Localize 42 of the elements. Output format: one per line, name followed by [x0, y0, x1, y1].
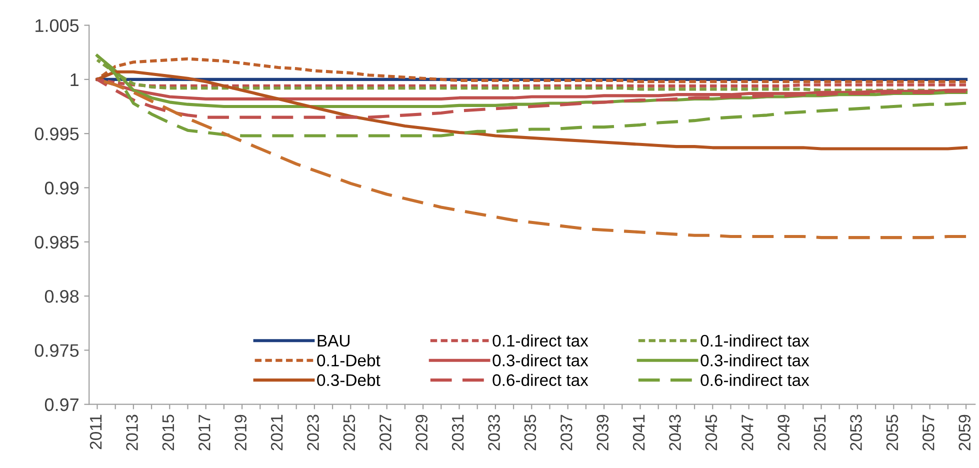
- x-tick-label: 2045: [705, 414, 718, 450]
- x-tick-label: 2057: [922, 414, 934, 450]
- x-tick-label: 2013: [126, 414, 138, 450]
- x-tick-label: 2043: [669, 414, 681, 450]
- x-tick-label: 2029: [416, 414, 428, 450]
- y-tick-label: 0.98: [44, 290, 79, 303]
- y-tick-label: 0.985: [34, 236, 79, 249]
- y-tick-label: 0.99: [44, 182, 79, 194]
- y-tick-label: 0.975: [34, 344, 79, 357]
- x-tick-label: 2015: [162, 414, 174, 450]
- x-tick-label: 2049: [778, 414, 790, 450]
- x-tick-label: 2041: [632, 414, 645, 450]
- y-tick-label: 0.995: [34, 128, 79, 140]
- x-tick-label: 2037: [560, 414, 572, 450]
- legend-label: 0.3-Debt: [317, 374, 380, 386]
- legend-label: 0.6-indirect tax: [700, 374, 810, 386]
- x-tick-label: 2031: [452, 414, 464, 450]
- x-tick-label: 2023: [307, 414, 319, 450]
- y-tick-label: 1: [70, 74, 78, 86]
- legend-label: 0.6-direct tax: [492, 374, 588, 386]
- x-tick-label: 2053: [850, 414, 862, 450]
- x-tick-label: 2033: [488, 414, 500, 450]
- x-tick-label: 2017: [198, 414, 210, 450]
- legend-label: 0.3-indirect tax: [700, 354, 810, 366]
- x-tick-label: 2019: [234, 414, 247, 450]
- x-tick-label: 2021: [270, 414, 283, 450]
- x-tick-label: 2055: [886, 414, 898, 450]
- legend-label: 0.1-direct tax: [492, 334, 588, 347]
- x-tick-label: 2047: [742, 414, 754, 450]
- x-tick-label: 2011: [90, 414, 102, 450]
- x-tick-label: 2035: [524, 414, 536, 450]
- legend-label: BAU: [318, 335, 350, 347]
- legend-label: 0.1-Debt: [317, 354, 380, 366]
- legend-label: 0.3-direct tax: [492, 354, 588, 366]
- x-tick-label: 2027: [380, 414, 392, 450]
- y-tick-label: 1.005: [36, 19, 79, 32]
- x-tick-label: 2039: [596, 414, 609, 450]
- x-tick-label: 2051: [814, 414, 826, 450]
- x-tick-label: 2059: [958, 414, 971, 450]
- y-tick-label: 0.97: [44, 398, 78, 412]
- legend-label: 0.1-indirect tax: [700, 334, 810, 347]
- x-tick-label: 2025: [343, 414, 356, 450]
